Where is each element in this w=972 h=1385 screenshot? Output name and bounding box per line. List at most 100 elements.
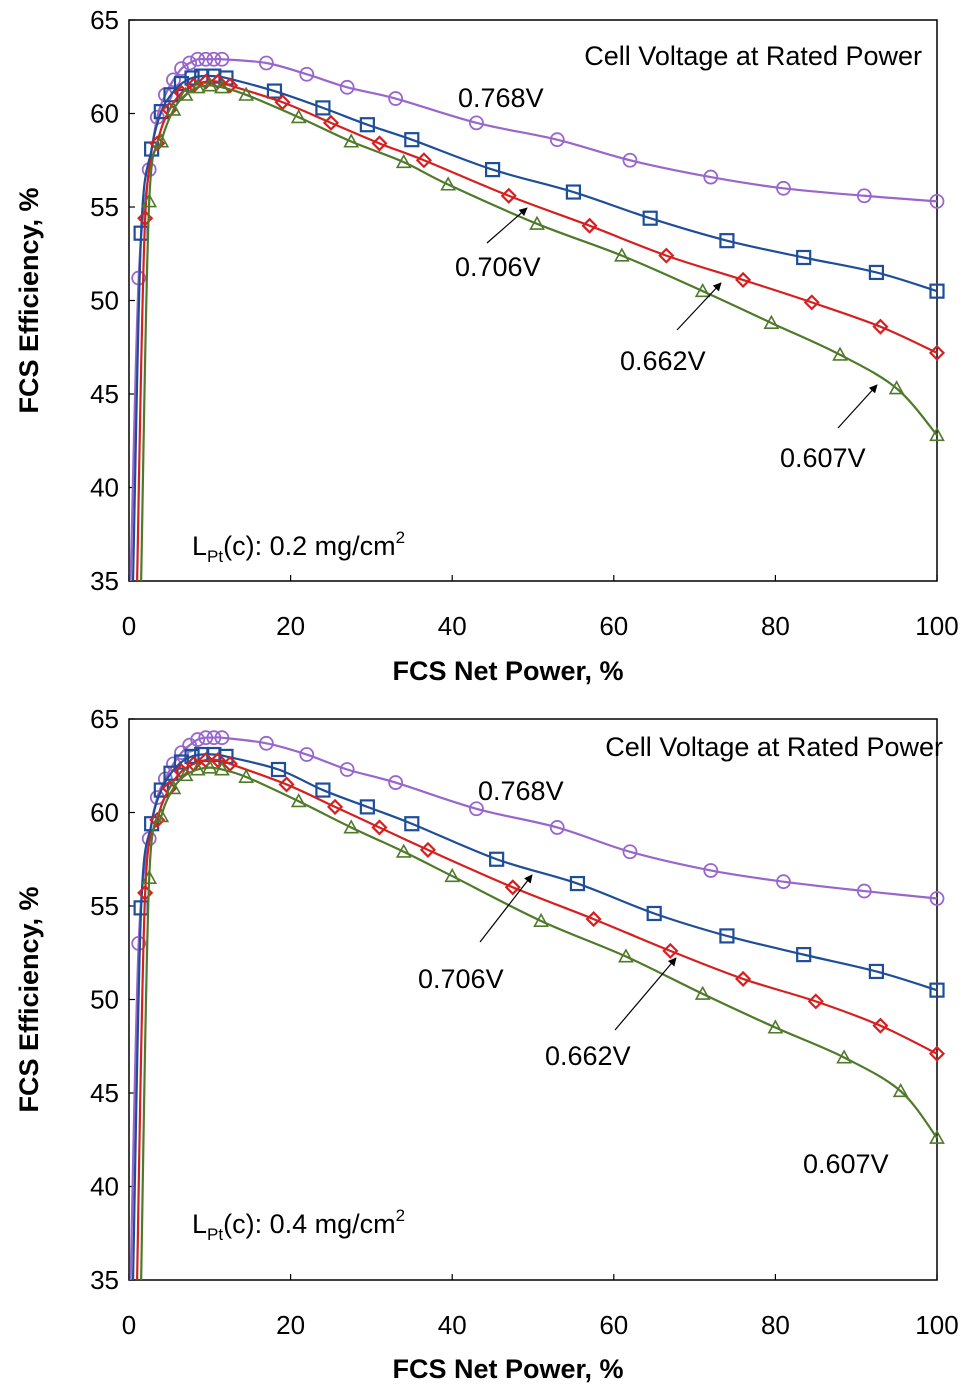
series-line	[129, 57, 938, 582]
loading-label: LPt(c): 0.2 mg/cm2	[192, 528, 405, 566]
x-tick-label: 40	[438, 611, 467, 641]
data-point	[646, 905, 662, 922]
x-tick-label: 40	[438, 1310, 467, 1340]
data-point	[299, 66, 315, 82]
data-point	[415, 152, 432, 169]
data-point	[206, 51, 222, 67]
y-tick-label: 55	[90, 192, 119, 222]
data-point	[165, 101, 182, 116]
data-point	[735, 271, 752, 288]
y-tick-label: 65	[90, 704, 119, 734]
data-point	[565, 184, 582, 200]
data-point	[174, 745, 189, 761]
data-point	[214, 79, 230, 94]
data-point	[929, 426, 945, 442]
data-point	[258, 735, 274, 751]
annotation-arrow	[479, 874, 533, 943]
data-point	[371, 135, 388, 152]
y-tick-label: 50	[90, 286, 119, 316]
data-point	[419, 841, 437, 858]
data-point	[569, 875, 586, 892]
series-0.662V	[135, 752, 946, 1281]
data-point	[388, 91, 404, 106]
data-point	[153, 133, 170, 148]
data-point	[622, 152, 638, 168]
series-0.607V	[140, 77, 945, 582]
series-0.607V	[140, 759, 945, 1281]
data-point	[440, 176, 457, 191]
data-point	[529, 215, 545, 230]
data-point	[343, 819, 360, 834]
data-point	[694, 283, 711, 298]
data-point	[214, 730, 230, 746]
data-point	[767, 1019, 784, 1034]
data-point	[315, 782, 331, 798]
data-point	[198, 730, 214, 746]
data-point	[856, 188, 872, 204]
y-tick-label: 55	[90, 891, 119, 921]
series-line	[140, 84, 938, 582]
data-point	[703, 169, 719, 185]
data-point	[929, 193, 945, 209]
annotation-arrow	[837, 384, 878, 429]
data-point	[735, 970, 752, 987]
data-point	[238, 768, 255, 783]
data-point	[868, 264, 885, 281]
data-point	[388, 775, 404, 790]
data-point	[395, 843, 412, 858]
data-point	[776, 180, 791, 196]
data-point	[165, 780, 182, 795]
data-point	[141, 193, 158, 208]
data-point	[618, 948, 634, 963]
data-point	[315, 100, 331, 116]
series-0.768V	[129, 730, 945, 1281]
annotation-arrow	[614, 957, 677, 1031]
data-point	[278, 776, 295, 793]
data-point	[549, 132, 565, 148]
data-point	[872, 318, 889, 335]
data-point	[343, 133, 360, 148]
y-tick-label: 60	[90, 798, 119, 828]
chart-panel-1: 35 40 45 50 55 60 65 0 20 40 60 80 100 FCS Net Power,…	[14, 5, 959, 686]
data-point	[190, 51, 206, 67]
y-tick-label: 65	[90, 5, 119, 35]
series-line	[131, 753, 938, 1281]
data-point	[694, 985, 711, 1000]
data-point	[622, 844, 638, 860]
annotation-arrow	[486, 207, 528, 244]
data-point	[581, 217, 598, 234]
data-point	[836, 1049, 852, 1064]
data-point	[184, 748, 200, 765]
data-point	[209, 752, 226, 769]
data-point	[359, 799, 375, 815]
data-point	[807, 993, 824, 1010]
series-line	[135, 80, 938, 582]
x-tick-label: 20	[276, 611, 305, 641]
data-point	[198, 51, 214, 67]
data-point	[803, 294, 820, 311]
y-tick-label: 40	[90, 1172, 119, 1202]
data-point	[221, 77, 239, 94]
y-tick-label: 35	[90, 1265, 119, 1295]
x-tick-label: 20	[276, 1310, 305, 1340]
data-point	[274, 94, 291, 111]
annotation-arrow	[676, 282, 722, 331]
y-tick-label: 40	[90, 473, 119, 503]
data-point	[872, 1017, 889, 1034]
data-point	[929, 982, 945, 998]
data-point	[404, 816, 420, 832]
series-line	[140, 766, 938, 1281]
chart-panel-2: 35 40 45 50 55 60 65 0 20 40 60 80 100 FCS Net Power,…	[14, 704, 959, 1384]
legend-title: Cell Voltage at Rated Power	[584, 41, 922, 71]
data-point	[359, 117, 375, 133]
x-tick-label: 60	[599, 1310, 628, 1340]
x-tick-label: 60	[599, 611, 628, 641]
y-axis-title: FCS Efficiency, %	[14, 187, 44, 413]
series-0.768V	[129, 51, 945, 582]
x-tick-label: 0	[122, 1310, 136, 1340]
voltage-label: 0.662V	[545, 1041, 631, 1071]
data-point	[189, 761, 206, 776]
data-point	[832, 346, 848, 361]
data-point	[299, 747, 315, 762]
data-point	[585, 911, 602, 928]
